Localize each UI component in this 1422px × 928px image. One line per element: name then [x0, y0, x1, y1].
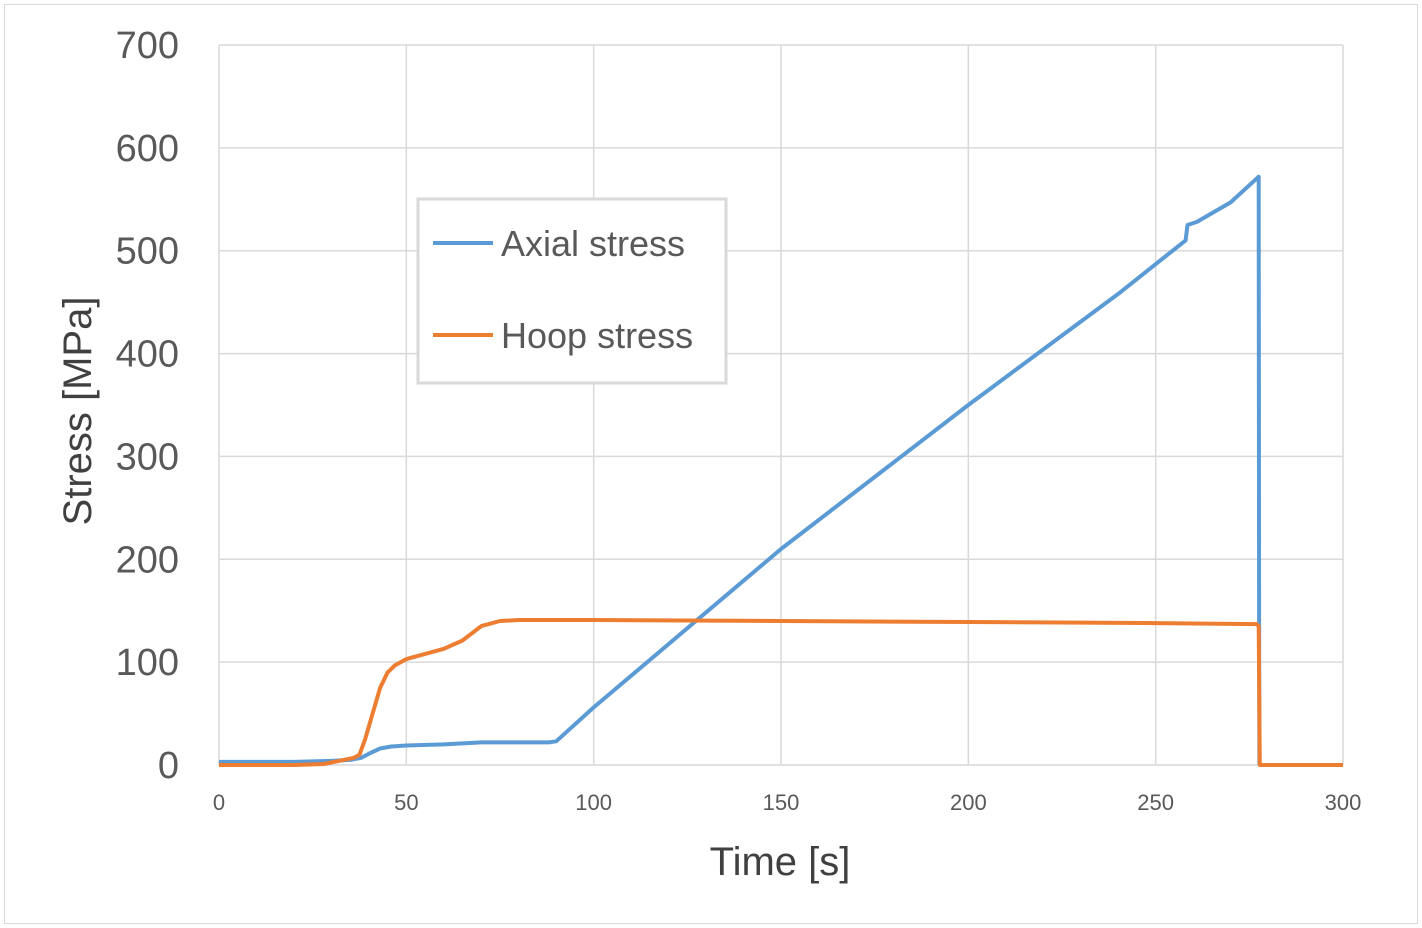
- grid: [218, 44, 1344, 766]
- x-tick-label-6: 300: [1325, 790, 1362, 815]
- legend: Axial stress Hoop stress: [416, 197, 728, 385]
- series-line-hoop-stress: [219, 618, 1343, 767]
- legend-label-axial: Axial stress: [501, 223, 685, 264]
- y-tick-label-4: 400: [116, 334, 179, 376]
- y-axis-ticks: 0 100 200 300 400 500 600 700: [116, 25, 179, 787]
- series-line-axial-stress: [219, 174, 1262, 766]
- chart-frame: 0 50 100 150 200 250 300 0 100 200 300 400 500 600 70…: [4, 4, 1418, 924]
- stress-chart: 0 50 100 150 200 250 300 0 100 200 300 400 500 600 70…: [56, 25, 1361, 884]
- y-tick-label-2: 200: [116, 539, 179, 581]
- y-tick-label-7: 700: [116, 25, 179, 67]
- legend-label-hoop: Hoop stress: [501, 315, 693, 356]
- y-tick-label-6: 600: [116, 128, 179, 170]
- y-axis-title: Stress [MPa]: [56, 297, 100, 526]
- y-tick-label-1: 100: [116, 642, 179, 684]
- x-tick-label-0: 0: [213, 790, 225, 815]
- y-tick-label-5: 500: [116, 231, 179, 273]
- x-axis-ticks: 0 50 100 150 200 250 300: [213, 790, 1361, 815]
- y-tick-label-0: 0: [158, 745, 179, 787]
- series: [219, 174, 1343, 767]
- x-tick-label-4: 200: [950, 790, 987, 815]
- x-axis-title: Time [s]: [710, 840, 851, 884]
- x-tick-label-1: 50: [394, 790, 418, 815]
- x-tick-label-3: 150: [763, 790, 800, 815]
- x-tick-label-5: 250: [1137, 790, 1174, 815]
- legend-box: [416, 197, 728, 385]
- y-tick-label-3: 300: [116, 436, 179, 478]
- x-tick-label-2: 100: [575, 790, 612, 815]
